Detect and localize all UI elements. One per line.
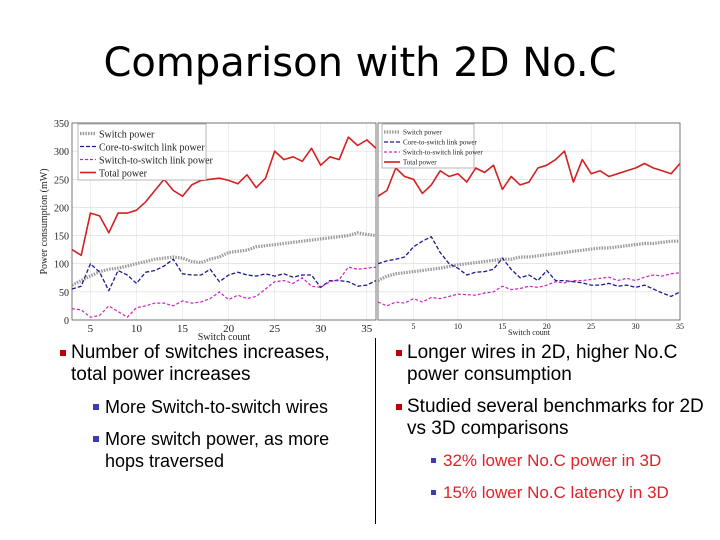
series-line-switch-power bbox=[71, 231, 377, 287]
plot-frame bbox=[377, 122, 681, 321]
slide-title: Comparison with 2D No.C bbox=[103, 40, 617, 86]
y-tick-label: 0 bbox=[64, 316, 69, 327]
bullet-text: Longer wires in 2D, higher No.C power co… bbox=[407, 342, 678, 385]
sub-bullet-item: More Switch-to-switch wires bbox=[57, 396, 367, 418]
bullet-item: Number of switches increases, total powe… bbox=[57, 342, 367, 386]
x-tick-label: 25 bbox=[269, 323, 281, 335]
column-divider bbox=[375, 338, 376, 524]
bullet-square-icon bbox=[60, 350, 66, 356]
sub-bullet-item: More switch power, as more hops traverse… bbox=[57, 428, 367, 472]
x-tick-label: 20 bbox=[543, 322, 551, 331]
sub-bullet-text: More Switch-to-switch wires bbox=[105, 397, 329, 417]
series-line-switch-to-switch-link bbox=[377, 272, 681, 307]
legend-label: Core-to-switch link power bbox=[99, 143, 205, 154]
bullet-text: Studied several benchmarks for 2D vs 3D … bbox=[407, 396, 704, 439]
series-line-total-power bbox=[377, 150, 681, 197]
chart-legend: Switch power Core-to-switch link power Swi… bbox=[381, 123, 483, 169]
chart-panel-right: 5 10 15 20 25 30 35 Switch count Switch power Cor… bbox=[377, 122, 684, 337]
y-tick-label: 250 bbox=[54, 175, 69, 186]
x-tick-label: 35 bbox=[676, 322, 684, 331]
bullet-text: Number of switches increases, total powe… bbox=[71, 342, 330, 385]
x-tick-label: 30 bbox=[315, 323, 327, 335]
series-line-switch-to-switch-link bbox=[71, 266, 377, 318]
legend-label: Switch power bbox=[99, 130, 155, 141]
x-tick-label: 20 bbox=[223, 323, 235, 335]
bullet-square-icon bbox=[396, 350, 402, 356]
x-tick-label: 15 bbox=[498, 322, 506, 331]
y-axis-label: Power consumption (mW) bbox=[39, 168, 50, 274]
sub-bullet-item: 32% lower No.C power in 3D bbox=[393, 450, 713, 472]
x-tick-label: 35 bbox=[361, 323, 373, 335]
x-tick-label: 5 bbox=[88, 323, 94, 335]
legend-box bbox=[77, 123, 207, 181]
y-tick-label: 50 bbox=[59, 288, 69, 299]
bullet-square-icon bbox=[93, 404, 99, 410]
series-line-core-to-switch-link bbox=[71, 258, 377, 292]
x-tick-label: 10 bbox=[131, 323, 143, 335]
y-tick-label: 350 bbox=[54, 119, 69, 130]
legend-label: Core-to-switch link power bbox=[403, 139, 478, 147]
sub-bullet-text: More switch power, as more hops traverse… bbox=[105, 429, 330, 471]
legend-label: Total power bbox=[99, 169, 148, 180]
bullet-square-icon bbox=[431, 490, 436, 495]
x-tick-label: 30 bbox=[632, 322, 640, 331]
highlight-text: 32% lower No.C power in 3D bbox=[443, 451, 662, 470]
right-bullet-list: Longer wires in 2D, higher No.C power co… bbox=[393, 342, 713, 514]
series-line-total-power bbox=[71, 136, 377, 257]
y-tick-label: 100 bbox=[54, 260, 69, 271]
bullet-item: Longer wires in 2D, higher No.C power co… bbox=[393, 342, 713, 386]
sub-bullet-item: 15% lower No.C latency in 3D bbox=[393, 482, 713, 504]
legend-label: Total power bbox=[403, 159, 437, 167]
y-tick-label: 150 bbox=[54, 232, 69, 243]
legend-label: Switch power bbox=[403, 129, 442, 137]
bullet-square-icon bbox=[431, 458, 436, 463]
bullet-square-icon bbox=[396, 404, 402, 410]
series-line-switch-power bbox=[377, 239, 680, 283]
left-bullet-list: Number of switches increases, total powe… bbox=[57, 342, 367, 482]
legend-label: Switch-to-switch link power bbox=[403, 149, 483, 157]
legend-box bbox=[381, 123, 475, 169]
chart-legend: Switch power Core-to-switch link power Swi… bbox=[77, 123, 214, 181]
y-tick-label: 200 bbox=[54, 203, 69, 214]
series-line-core-to-switch-link bbox=[377, 236, 681, 298]
x-axis-label: Switch count bbox=[198, 332, 251, 340]
power-comparison-chart: 5 10 15 20 25 30 35050100150200250300350Power … bbox=[39, 117, 684, 340]
x-tick-label: 25 bbox=[587, 322, 595, 331]
plot-frame bbox=[71, 122, 377, 321]
x-axis-label: Switch count bbox=[508, 328, 551, 337]
x-tick-label: 5 bbox=[412, 322, 416, 331]
y-tick-label: 300 bbox=[54, 147, 69, 158]
x-tick-label: 10 bbox=[454, 322, 462, 331]
bullet-square-icon bbox=[93, 436, 99, 442]
highlight-text: 15% lower No.C latency in 3D bbox=[443, 483, 669, 502]
chart-panel-left: 5 10 15 20 25 30 35050100150200250300350Power … bbox=[39, 119, 377, 340]
legend-label: Switch-to-switch link power bbox=[99, 156, 214, 167]
x-tick-label: 15 bbox=[177, 323, 189, 335]
bullet-item: Studied several benchmarks for 2D vs 3D … bbox=[393, 396, 713, 440]
